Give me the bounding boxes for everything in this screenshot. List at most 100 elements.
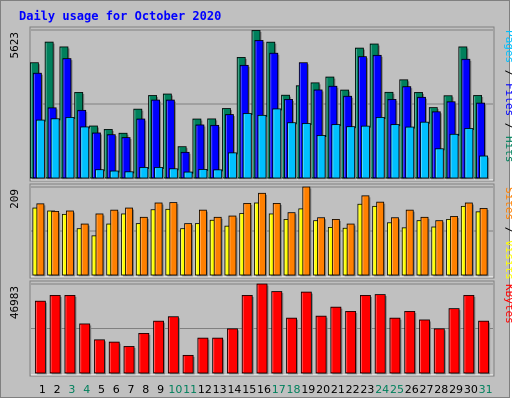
bar-pages — [346, 126, 356, 179]
bar-kbytes — [374, 294, 386, 374]
bar-kbytes — [49, 295, 61, 374]
bar-pages — [449, 133, 459, 179]
bar-kbytes — [463, 295, 475, 374]
bar-sites — [420, 216, 429, 276]
day-label: 17 — [272, 383, 286, 396]
series-legend: Sites / Visits — [503, 187, 512, 280]
bar-pages — [183, 171, 193, 179]
bar-pages — [139, 167, 149, 179]
series-legend-part: KBytes — [503, 284, 512, 324]
bar-sites — [228, 215, 237, 276]
bar-pages — [257, 114, 267, 179]
bar-pages — [124, 171, 134, 179]
bar-sites — [450, 216, 458, 276]
bar-pages — [65, 117, 75, 179]
bar-sites — [125, 207, 133, 276]
day-label: 18 — [287, 383, 301, 396]
bar-sites — [376, 201, 385, 276]
day-label: 14 — [227, 383, 241, 396]
day-label: 4 — [83, 383, 90, 396]
bar-kbytes — [360, 295, 371, 374]
bar-pages — [272, 108, 282, 179]
day-label: 5 — [98, 383, 105, 396]
bar-kbytes — [167, 316, 179, 374]
day-label: 24 — [375, 383, 389, 396]
bar-kbytes — [138, 333, 150, 374]
bar-kbytes — [419, 319, 430, 374]
series-legend: Pages / Files / Hits — [503, 30, 512, 163]
series-legend-part: Visits — [503, 240, 512, 280]
day-label: 7 — [128, 383, 135, 396]
day-label: 23 — [360, 383, 374, 396]
bar-sites — [184, 223, 193, 276]
day-label: 21 — [331, 383, 345, 396]
bar-pages — [168, 168, 178, 179]
y-max-label: 46983 — [8, 286, 21, 319]
day-label: 30 — [464, 383, 478, 396]
bar-sites — [169, 202, 178, 276]
series-legend-part: Files — [503, 83, 512, 116]
bar-pages — [242, 113, 252, 179]
bar-sites — [405, 209, 414, 276]
bar-sites — [139, 216, 148, 276]
bar-pages — [109, 170, 119, 179]
bar-kbytes — [241, 295, 253, 374]
chart-title: Daily usage for October 2020 — [19, 9, 221, 23]
bar-kbytes — [64, 295, 76, 374]
bar-kbytes — [94, 339, 105, 374]
panel-border — [29, 280, 495, 377]
bar-pages — [464, 128, 474, 179]
bar-pages — [390, 124, 400, 179]
bar-kbytes — [108, 341, 120, 374]
bar-kbytes — [271, 291, 283, 374]
bar-kbytes — [433, 328, 445, 374]
day-label: 16 — [257, 383, 271, 396]
bar-pages — [50, 118, 60, 179]
bar-pages — [361, 125, 370, 179]
bar-kbytes — [478, 320, 490, 374]
series-legend: KBytes — [503, 284, 512, 324]
series-legend-part: / — [503, 220, 512, 240]
bar-pages — [287, 122, 296, 179]
bar-sites — [80, 223, 89, 276]
bar-sites — [287, 212, 296, 276]
bar-kbytes — [345, 311, 357, 374]
day-label: 31 — [479, 383, 493, 396]
bar-sites — [331, 219, 340, 276]
day-label: 10 — [168, 383, 182, 396]
bar-kbytes — [123, 346, 135, 374]
bar-sites — [391, 217, 399, 276]
bar-sites — [213, 216, 222, 276]
bar-pages — [434, 148, 444, 179]
bar-kbytes — [153, 320, 164, 374]
day-label: 26 — [405, 383, 419, 396]
day-label: 28 — [434, 383, 448, 396]
day-label: 12 — [198, 383, 212, 396]
bar-kbytes — [330, 306, 342, 374]
bar-sites — [346, 223, 355, 276]
bar-sites — [258, 192, 266, 276]
bar-sites — [95, 213, 104, 276]
bar-sites — [272, 203, 281, 276]
y-max-label: 5623 — [8, 32, 21, 59]
day-label: 1 — [39, 383, 46, 396]
bar-kbytes — [227, 328, 238, 374]
bar-sites — [66, 210, 74, 276]
series-legend-part: Pages — [503, 30, 512, 63]
day-label: 2 — [54, 383, 61, 396]
bar-kbytes — [404, 311, 416, 374]
bar-pages — [95, 169, 104, 179]
bar-pages — [331, 124, 341, 179]
bar-kbytes — [286, 317, 297, 374]
day-label: 11 — [183, 383, 197, 396]
bar-sites — [361, 195, 370, 276]
day-label: 19 — [301, 383, 315, 396]
day-label: 15 — [242, 383, 256, 396]
bar-pages — [316, 135, 326, 179]
bar-pages — [213, 169, 223, 179]
bar-kbytes — [212, 337, 224, 374]
bar-pages — [301, 123, 311, 179]
bar-kbytes — [300, 291, 312, 374]
bar-pages — [80, 126, 90, 179]
